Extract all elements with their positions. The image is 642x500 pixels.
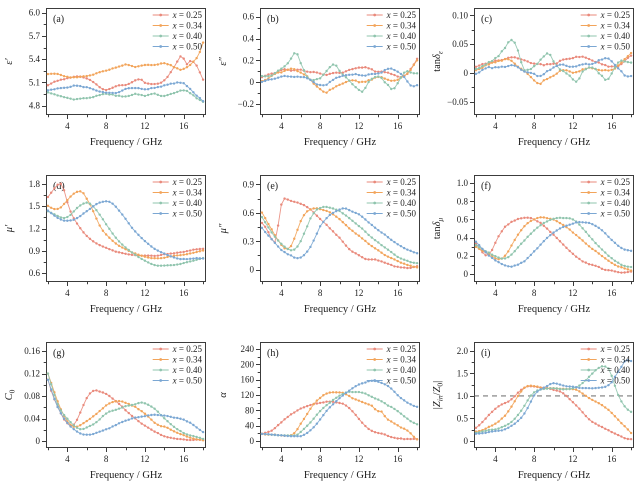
chart-e-mu-doubleprime [214, 167, 428, 334]
chart-f-tan-delta-mu [428, 167, 642, 334]
chart-g-c0 [0, 334, 214, 500]
chart-c-tan-delta-epsilon [428, 0, 642, 167]
chart-d-mu-prime [0, 167, 214, 334]
figure-row-3 [0, 334, 642, 500]
chart-b-epsilon-doubleprime [214, 0, 428, 167]
figure-row-2 [0, 167, 642, 334]
chart-i-impedance-ratio [428, 334, 642, 500]
chart-h-alpha [214, 334, 428, 500]
figure-row-1 [0, 0, 642, 167]
chart-a-epsilon-prime [0, 0, 214, 167]
